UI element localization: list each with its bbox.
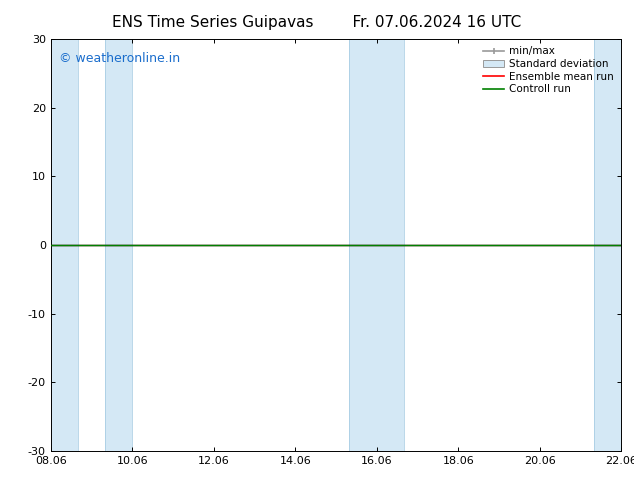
- Bar: [594, 39, 621, 451]
- Text: ENS Time Series Guipavas        Fr. 07.06.2024 16 UTC: ENS Time Series Guipavas Fr. 07.06.2024 …: [112, 15, 522, 30]
- Text: © weatheronline.in: © weatheronline.in: [59, 51, 181, 65]
- Bar: [349, 39, 404, 451]
- Bar: [105, 39, 133, 451]
- Legend: min/max, Standard deviation, Ensemble mean run, Controll run: min/max, Standard deviation, Ensemble me…: [481, 45, 616, 97]
- Bar: [51, 39, 78, 451]
